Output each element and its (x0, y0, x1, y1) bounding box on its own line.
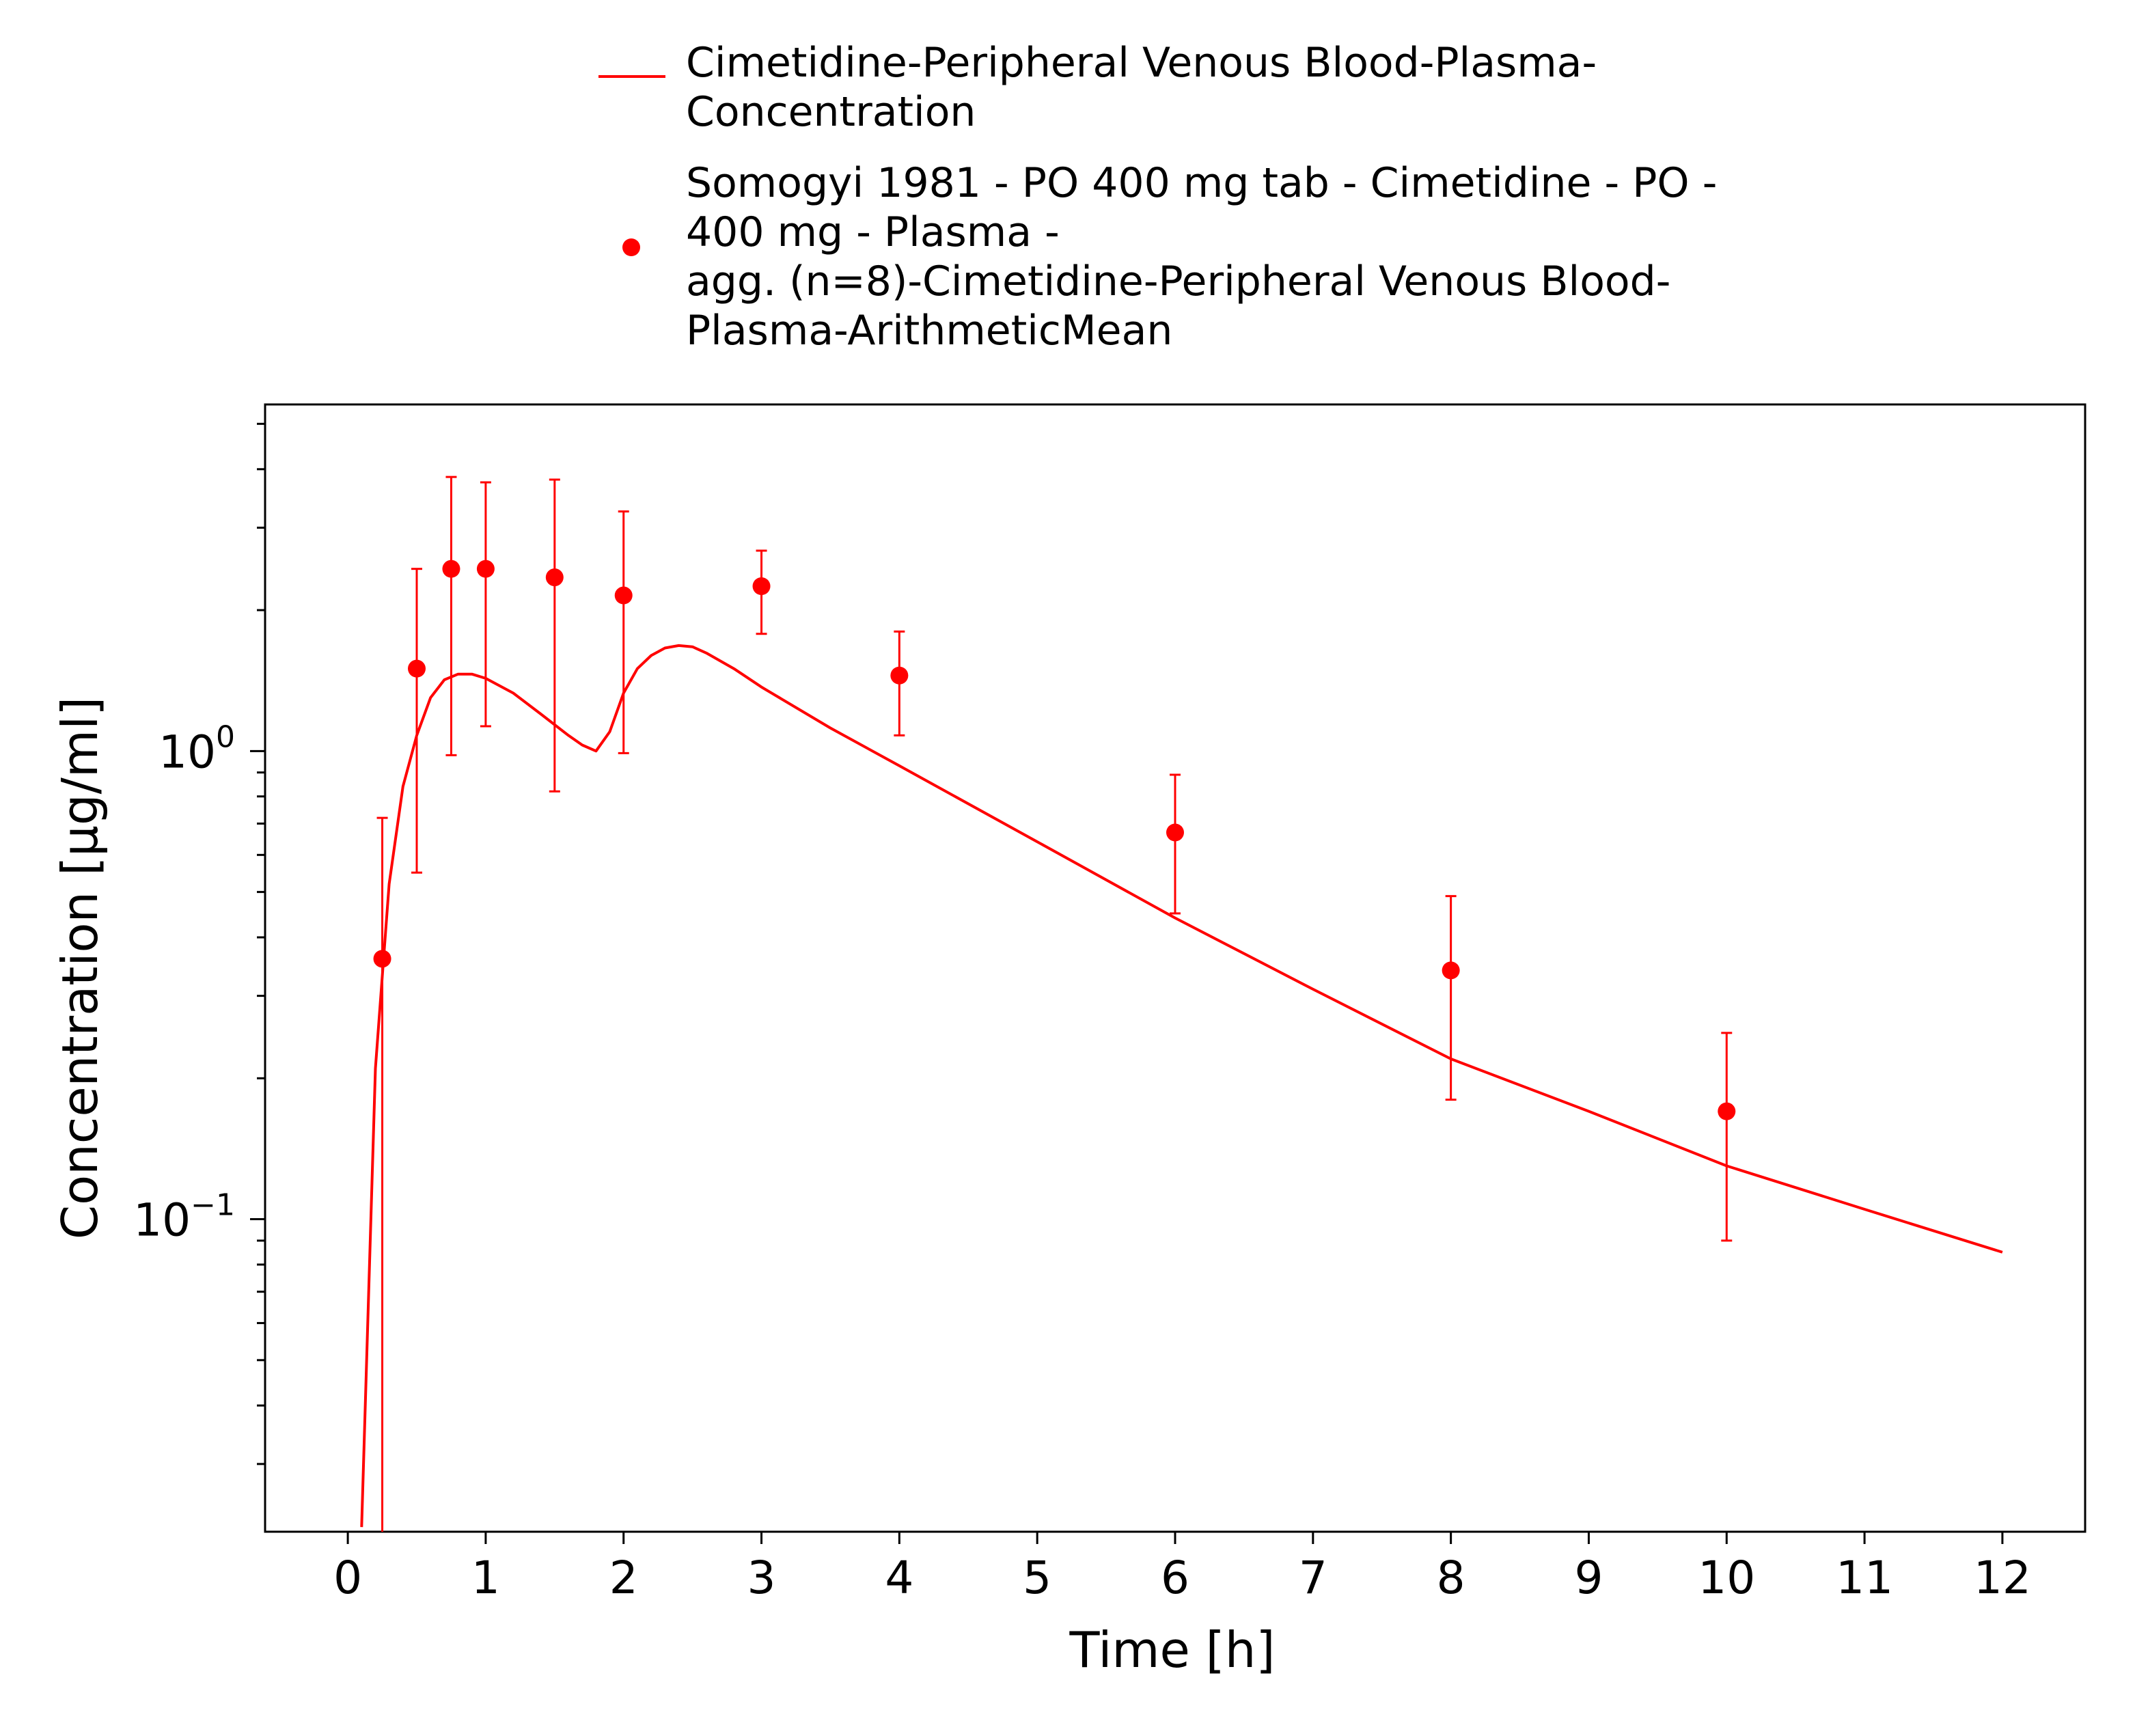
x-tick-label-11: 11 (1836, 1552, 1893, 1604)
x-tick-label-9: 9 (1574, 1552, 1603, 1604)
observed-point-1 (476, 481, 495, 728)
data-point (1718, 1102, 1736, 1120)
x-tick-label-3: 3 (747, 1552, 776, 1604)
observed-point-0.75 (442, 476, 460, 756)
y-tick-label-1: 100 (159, 719, 235, 778)
simulated-concentration-line (360, 644, 2003, 1528)
observed-point-4 (890, 630, 909, 736)
data-point (890, 666, 909, 685)
legend-item-1-line-2: Concentration (686, 88, 976, 136)
legend-item-2-line-1: Somogyi 1981 - PO 400 mg tab - Cimetidin… (686, 159, 1717, 207)
legend-item-2-line-4: Plasma-ArithmeticMean (686, 307, 1172, 355)
observed-point-10 (1718, 1032, 1736, 1242)
observed-point-8 (1442, 895, 1460, 1101)
legend-item-2-line-3: agg. (n=8)-Cimetidine-Peripheral Venous … (686, 258, 1670, 305)
data-point (1166, 823, 1184, 842)
x-tick-label-10: 10 (1698, 1552, 1755, 1604)
y-tick-label-0.1: 10−1 (133, 1188, 235, 1247)
y-tick-label-base: 10 (133, 1194, 191, 1247)
y-tick-label-base: 10 (159, 726, 216, 778)
observed-point-0.25 (373, 816, 391, 1532)
legend-item-2-line-2: 400 mg - Plasma - (686, 208, 1060, 256)
observed-point-1.5 (545, 478, 564, 793)
data-point (442, 560, 460, 578)
observed-point-3 (752, 549, 771, 635)
x-tick-label-4: 4 (885, 1552, 913, 1604)
data-point (1442, 961, 1460, 980)
legend-item-1-line-1: Cimetidine-Peripheral Venous Blood-Plasm… (686, 39, 1597, 87)
x-tick-label-2: 2 (609, 1552, 638, 1604)
x-tick-label-6: 6 (1161, 1552, 1189, 1604)
data-point (408, 659, 426, 678)
observed-point-6 (1166, 773, 1184, 915)
legend-dot-marker (622, 238, 640, 256)
legend: Cimetidine-Peripheral Venous Blood-Plasm… (598, 39, 1717, 355)
x-tick-label-8: 8 (1437, 1552, 1465, 1604)
x-tick-label-5: 5 (1023, 1552, 1051, 1604)
x-tick-label-7: 7 (1299, 1552, 1327, 1604)
y-axis-title: Concentration [µg/ml] (51, 697, 109, 1239)
data-point (373, 950, 391, 968)
data-point (545, 568, 564, 587)
y-tick-label-exponent: 0 (216, 719, 235, 754)
data-point (476, 560, 495, 578)
x-tick-label-12: 12 (1974, 1552, 2031, 1604)
y-tick-label-exponent: −1 (191, 1188, 235, 1223)
x-axis-title: Time [h] (1069, 1621, 1276, 1679)
x-tick-label-0: 0 (333, 1552, 362, 1604)
data-point (752, 577, 771, 595)
observed-point-2 (614, 510, 633, 754)
observed-point-0.5 (408, 568, 426, 874)
data-point (614, 586, 633, 605)
series-layer (360, 476, 2003, 1532)
x-axis: 0 1 2 3 4 5 6 7 8 9 10 11 12 (333, 1532, 2031, 1604)
x-tick-label-1: 1 (471, 1552, 500, 1604)
